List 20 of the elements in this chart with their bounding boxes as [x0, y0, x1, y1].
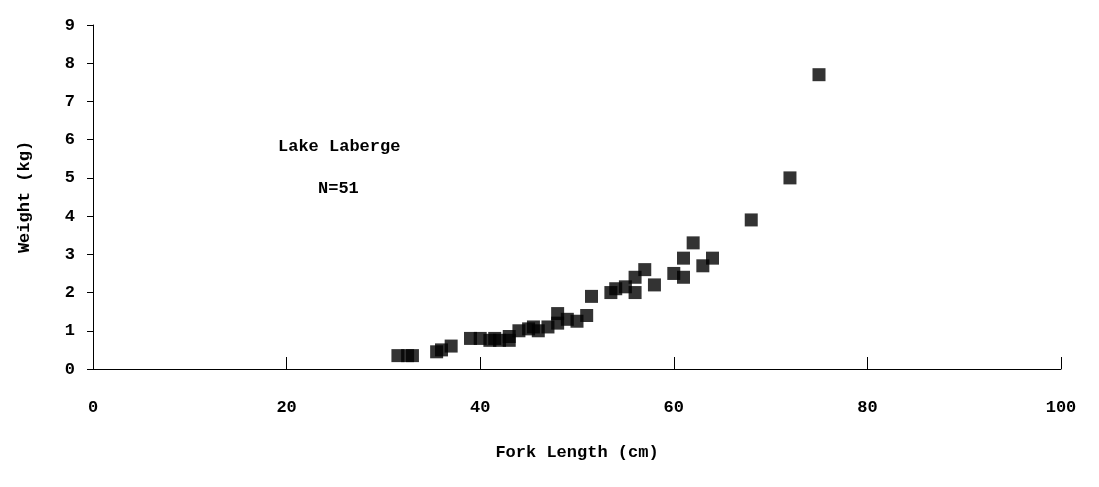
- annotation: Lake Laberge: [278, 137, 401, 156]
- y-tick-label: 2: [64, 283, 75, 303]
- y-tick-label: 5: [64, 168, 75, 188]
- y-tick-label: 8: [64, 53, 75, 73]
- y-axis-title: Weight (kg): [15, 140, 34, 254]
- y-tick-label: 9: [64, 15, 75, 35]
- y-tick-label: 4: [64, 206, 75, 226]
- y-tick-label: 0: [64, 359, 75, 379]
- x-tick-label: 60: [663, 398, 684, 417]
- y-tick-label: 3: [64, 244, 75, 264]
- y-tick-label: 7: [64, 91, 75, 111]
- x-tick-label: 100: [1045, 398, 1077, 417]
- x-tick-label: 20: [276, 398, 297, 417]
- x-tick-label: 40: [470, 398, 491, 417]
- annotation: N=51: [318, 179, 359, 198]
- y-tick-label: 6: [64, 130, 75, 150]
- x-axis-title: Fork Length (cm): [495, 443, 659, 462]
- y-tick-label: 1: [64, 321, 75, 341]
- x-tick-label: 80: [857, 398, 878, 417]
- x-tick-label: 0: [87, 398, 99, 417]
